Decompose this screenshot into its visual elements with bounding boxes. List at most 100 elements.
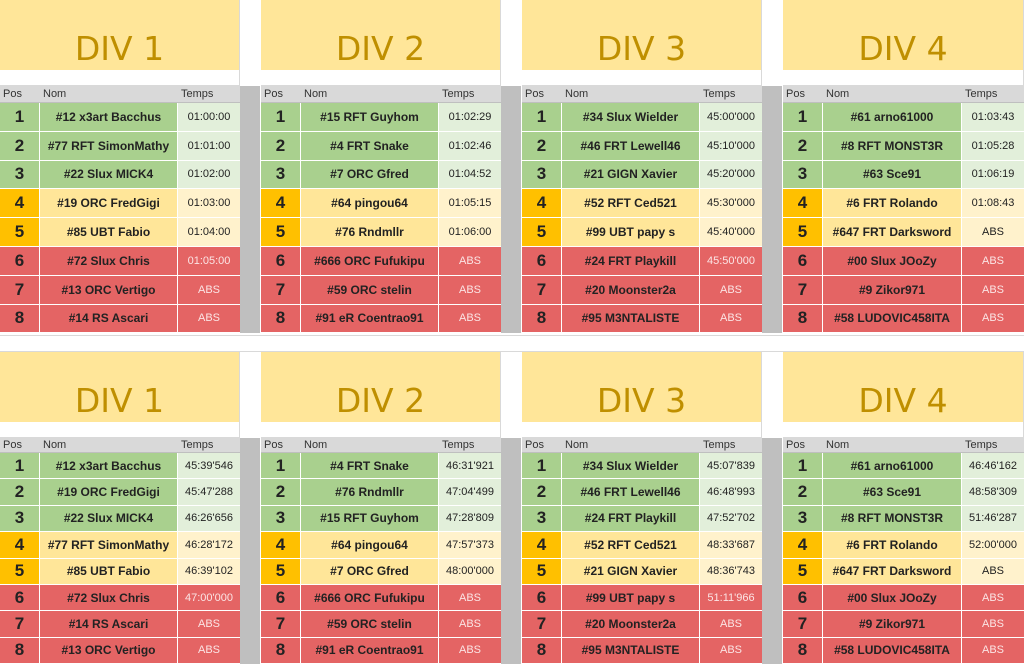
division-panel: DIV 2 Pos Nom Temps 1 #4 FRT Snake 46:31'921 2 #… — [261, 352, 501, 665]
time-cell: ABS — [178, 304, 240, 333]
position-cell: 4 — [522, 189, 562, 218]
table-row: 5 #85 UBT Fabio 01:04:00 — [0, 218, 240, 247]
column-separator-band — [762, 86, 782, 334]
driver-name-cell: #00 Slux JOoZy — [823, 246, 962, 275]
driver-name-cell: #34 Slux Wielder — [562, 453, 700, 479]
table-row: 2 #77 RFT SimonMathy 01:01:00 — [0, 131, 240, 161]
position-cell: 2 — [261, 131, 301, 160]
time-cell: 01:05:28 — [962, 131, 1024, 160]
table-row: 6 #00 Slux JOoZy ABS — [783, 584, 1024, 612]
table-row: 6 #00 Slux JOoZy ABS — [783, 246, 1024, 276]
table-row: 8 #95 M3NTALISTE ABS — [522, 637, 762, 665]
table-row: 1 #15 RFT Guyhom 01:02:29 — [261, 103, 501, 132]
table-row: 6 #99 UBT papy s 51:11'966 — [522, 584, 762, 612]
table-row: 5 #85 UBT Fabio 46:39'102 — [0, 558, 240, 585]
position-cell: 3 — [0, 160, 40, 189]
position-cell: 5 — [0, 218, 40, 246]
time-cell: ABS — [439, 304, 501, 333]
position-cell: 3 — [783, 160, 823, 189]
division-title: DIV 1 — [0, 0, 240, 70]
position-cell: 7 — [261, 275, 301, 304]
position-cell: 6 — [0, 246, 40, 275]
time-cell: ABS — [962, 584, 1024, 611]
header-pos: Pos — [3, 439, 22, 451]
time-cell: ABS — [962, 275, 1024, 304]
position-cell: 4 — [783, 532, 823, 558]
position-cell: 1 — [783, 453, 823, 479]
division-panel: DIV 4 Pos Nom Temps 1 #61 arno61000 01:03:43 2 #… — [783, 0, 1024, 334]
time-cell: 48:00'000 — [439, 558, 501, 584]
position-cell: 8 — [0, 304, 40, 333]
driver-name-cell: #647 FRT Darksword — [823, 218, 962, 246]
table-row: 6 #72 Slux Chris 01:05:00 — [0, 246, 240, 276]
driver-name-cell: #99 UBT papy s — [562, 218, 700, 246]
driver-name-cell: #4 FRT Snake — [301, 453, 439, 479]
table-row: 5 #76 Rndmllr 01:06:00 — [261, 218, 501, 247]
time-cell: 01:00:00 — [178, 103, 240, 131]
time-cell: 45:50'000 — [700, 246, 762, 275]
time-cell: ABS — [178, 275, 240, 304]
position-cell: 2 — [783, 131, 823, 160]
table-row: 3 #24 FRT Playkill 47:52'702 — [522, 505, 762, 533]
position-cell: 6 — [783, 246, 823, 275]
header-temps: Temps — [442, 88, 475, 100]
table-row: 1 #61 arno61000 01:03:43 — [783, 103, 1024, 132]
driver-name-cell: #77 RFT SimonMathy — [40, 131, 178, 160]
time-cell: ABS — [700, 637, 762, 664]
table-row: 2 #46 FRT Lewell46 46:48'993 — [522, 479, 762, 506]
table-row: 6 #24 FRT Playkill 45:50'000 — [522, 246, 762, 276]
time-cell: 46:46'162 — [962, 453, 1024, 479]
column-separator-band — [762, 438, 782, 665]
time-cell: 45:30'000 — [700, 189, 762, 218]
header-temps: Temps — [965, 439, 998, 451]
position-cell: 3 — [261, 160, 301, 189]
driver-name-cell: #34 Slux Wielder — [562, 103, 700, 131]
table-row: 4 #64 pingou64 47:57'373 — [261, 532, 501, 559]
driver-name-cell: #85 UBT Fabio — [40, 218, 178, 246]
column-separator-band — [240, 86, 260, 334]
position-cell: 2 — [0, 479, 40, 505]
header-nom: Nom — [565, 88, 589, 100]
position-cell: 7 — [261, 611, 301, 637]
position-cell: 8 — [522, 637, 562, 664]
position-cell: 8 — [522, 304, 562, 333]
position-cell: 5 — [783, 558, 823, 584]
table-row: 7 #9 Zikor971 ABS — [783, 275, 1024, 305]
position-cell: 8 — [261, 637, 301, 664]
table-row: 6 #72 Slux Chris 47:00'000 — [0, 584, 240, 612]
division-title: DIV 2 — [261, 0, 501, 70]
driver-name-cell: #666 ORC Fufukipu — [301, 584, 439, 611]
position-cell: 1 — [522, 453, 562, 479]
driver-name-cell: #7 ORC Gfred — [301, 160, 439, 189]
table-row: 3 #8 RFT MONST3R 51:46'287 — [783, 505, 1024, 533]
header-nom: Nom — [304, 88, 328, 100]
table-row: 8 #91 eR Coentrao91 ABS — [261, 304, 501, 334]
time-cell: ABS — [178, 637, 240, 664]
table-row: 1 #34 Slux Wielder 45:07'839 — [522, 453, 762, 480]
table-row: 7 #9 Zikor971 ABS — [783, 611, 1024, 638]
position-cell: 5 — [522, 558, 562, 584]
driver-name-cell: #6 FRT Rolando — [823, 189, 962, 218]
position-cell: 6 — [261, 246, 301, 275]
header-pos: Pos — [264, 88, 283, 100]
driver-name-cell: #15 RFT Guyhom — [301, 505, 439, 532]
position-cell: 4 — [261, 532, 301, 558]
time-cell: ABS — [439, 246, 501, 275]
driver-name-cell: #46 FRT Lewell46 — [562, 131, 700, 160]
spacer-row — [522, 422, 762, 438]
table-row: 6 #666 ORC Fufukipu ABS — [261, 584, 501, 612]
driver-name-cell: #21 GIGN Xavier — [562, 160, 700, 189]
time-cell: 51:11'966 — [700, 584, 762, 611]
time-cell: 45:39'546 — [178, 453, 240, 479]
driver-name-cell: #8 RFT MONST3R — [823, 131, 962, 160]
table-row: 3 #21 GIGN Xavier 45:20'000 — [522, 160, 762, 190]
division-title: DIV 3 — [522, 352, 762, 422]
spacer-row — [522, 70, 762, 86]
driver-name-cell: #6 FRT Rolando — [823, 532, 962, 558]
driver-name-cell: #19 ORC FredGigi — [40, 189, 178, 218]
driver-name-cell: #46 FRT Lewell46 — [562, 479, 700, 505]
table-row: 5 #647 FRT Darksword ABS — [783, 558, 1024, 585]
driver-name-cell: #52 RFT Ced521 — [562, 532, 700, 558]
driver-name-cell: #15 RFT Guyhom — [301, 103, 439, 131]
time-cell: 48:33'687 — [700, 532, 762, 558]
